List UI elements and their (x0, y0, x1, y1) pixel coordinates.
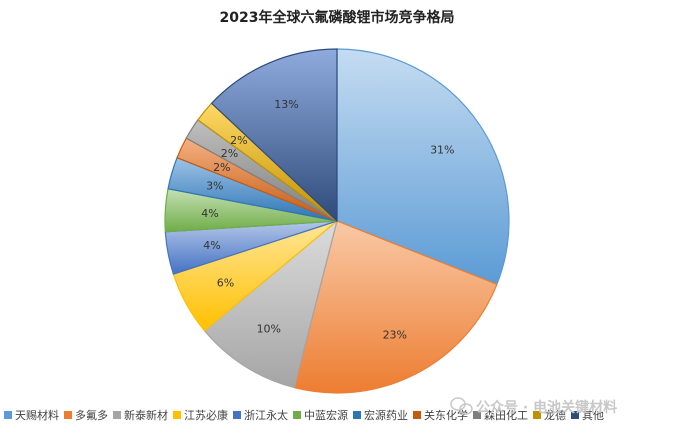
legend-item: 宏源药业 (353, 408, 408, 422)
legend-label: 宏源药业 (364, 408, 408, 422)
legend-item: 江苏必康 (173, 408, 228, 422)
legend-label: 龙德 (544, 408, 566, 422)
legend-label: 多氟多 (75, 408, 108, 422)
legend-swatch (4, 411, 12, 419)
pie-slice (203, 219, 339, 389)
legend-label: 天赐材料 (15, 408, 59, 422)
legend-swatch (173, 411, 181, 419)
slice-labels: 31%23%10%6%4%4%3%2%2%2%13% (201, 98, 454, 341)
legend-swatch (64, 411, 72, 419)
pie-slice (210, 48, 338, 223)
legend-item: 其他 (571, 409, 604, 422)
legend-item: 多氟多 (64, 408, 108, 422)
slice-percent-label: 2% (221, 147, 238, 160)
legend-item: 天赐材料 (4, 408, 59, 422)
slice-percent-label: 10% (257, 323, 281, 336)
slice-percent-label: 2% (230, 134, 247, 147)
legend-item: 中蓝宏源 (293, 408, 348, 422)
legend-swatch (113, 411, 121, 419)
legend-label: 其他 (582, 409, 604, 422)
legend-swatch (233, 411, 241, 419)
slice-percent-label: 4% (203, 239, 220, 252)
legend-swatch (413, 411, 421, 419)
watermark-text: 公众号 · 电池关键材料 (476, 399, 617, 416)
legend-item: 森田化工 (473, 408, 528, 422)
pie-slice (336, 48, 510, 286)
legend-label: 浙江永太 (244, 408, 288, 422)
legend-item: 龙德 (533, 408, 566, 422)
legend-label: 新泰新材 (124, 408, 168, 422)
pie-slices (164, 48, 510, 394)
slice-percent-label: 13% (274, 98, 298, 111)
legend-label: 关东化学 (424, 408, 468, 422)
watermark: 公众号 · 电池关键材料 (450, 397, 617, 416)
legend-swatch (473, 411, 481, 419)
slice-percent-label: 23% (383, 328, 407, 341)
pie-slice (293, 220, 498, 394)
legend-item: 浙江永太 (233, 408, 288, 422)
legend-label: 江苏必康 (184, 408, 228, 422)
legend-swatch (571, 411, 579, 419)
slice-percent-label: 31% (430, 144, 454, 157)
slice-percent-label: 2% (213, 161, 230, 174)
legend-item: 新泰新材 (113, 408, 168, 422)
legend-item: 关东化学 (413, 408, 468, 422)
wechat-icon (450, 397, 473, 415)
slice-percent-label: 6% (217, 276, 234, 289)
legend-label: 森田化工 (484, 408, 528, 422)
slice-percent-label: 4% (201, 207, 218, 220)
slice-percent-label: 3% (206, 180, 223, 193)
legend-swatch (353, 411, 361, 419)
legend-label: 中蓝宏源 (304, 408, 348, 422)
chart-title: 2023年全球六氟磷酸锂市场竞争格局 (220, 9, 455, 26)
legend-swatch (293, 411, 301, 419)
legend-swatch (533, 411, 541, 419)
legend: 天赐材料 多氟多 新泰新材 江苏必康 浙江永太 中蓝宏源 宏源药业 关东化学 森田化工 龙德 其他 (4, 408, 604, 422)
